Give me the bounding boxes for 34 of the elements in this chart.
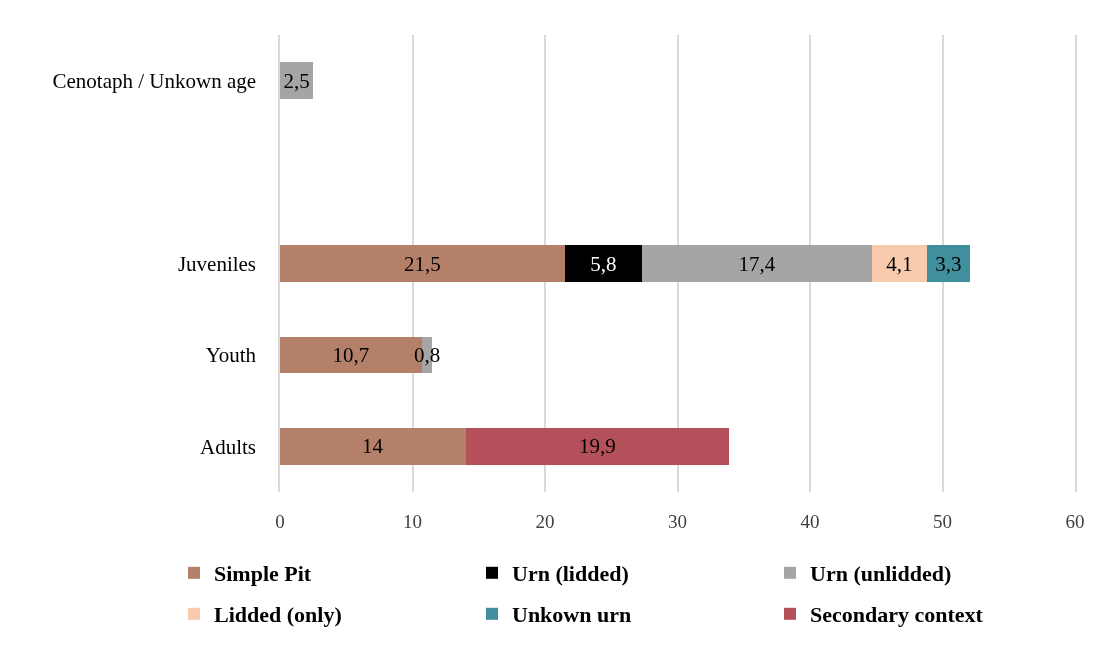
x-tick-label: 60 bbox=[1065, 511, 1085, 532]
x-tick-label: 40 bbox=[800, 511, 820, 532]
x-tick-label: 10 bbox=[403, 511, 422, 532]
data-label: 19,9 bbox=[578, 434, 616, 459]
data-label: 5,8 bbox=[590, 251, 617, 276]
x-tick-label: 20 bbox=[535, 511, 555, 532]
legend-label: Secondary context bbox=[810, 602, 984, 628]
bar bbox=[280, 428, 466, 465]
data-label: 10,7 bbox=[332, 342, 370, 367]
data-label: 21,5 bbox=[404, 251, 441, 276]
data-label: 4,1 bbox=[886, 251, 913, 276]
data-label: 14 bbox=[362, 434, 384, 459]
legend-label: Unkown urn bbox=[512, 602, 632, 628]
y-tick-label: Youth bbox=[205, 343, 257, 368]
bar bbox=[564, 245, 642, 282]
data-label: 0,8 bbox=[413, 342, 441, 367]
data-label: 3,3 bbox=[935, 251, 962, 276]
data-label: 2,5 bbox=[283, 68, 310, 93]
bar bbox=[926, 245, 971, 282]
bar bbox=[465, 428, 730, 465]
x-tick-label: 30 bbox=[668, 511, 687, 532]
legend-label: Simple Pit bbox=[214, 561, 312, 587]
bar bbox=[641, 245, 873, 282]
y-tick-label: Cenotaph / Unkown age bbox=[52, 69, 257, 94]
x-tick-label: 0 bbox=[275, 511, 285, 532]
bar bbox=[872, 245, 927, 282]
legend-label: Urn (lidded) bbox=[512, 561, 629, 587]
legend-label: Lidded (only) bbox=[214, 602, 342, 628]
y-tick-label: Juveniles bbox=[177, 251, 257, 276]
x-tick-label: 50 bbox=[933, 511, 952, 532]
legend-label: Urn (unlidded) bbox=[810, 561, 952, 587]
data-label: 17,4 bbox=[738, 251, 776, 276]
y-tick-label: Adults bbox=[200, 434, 257, 459]
bar bbox=[280, 245, 565, 282]
